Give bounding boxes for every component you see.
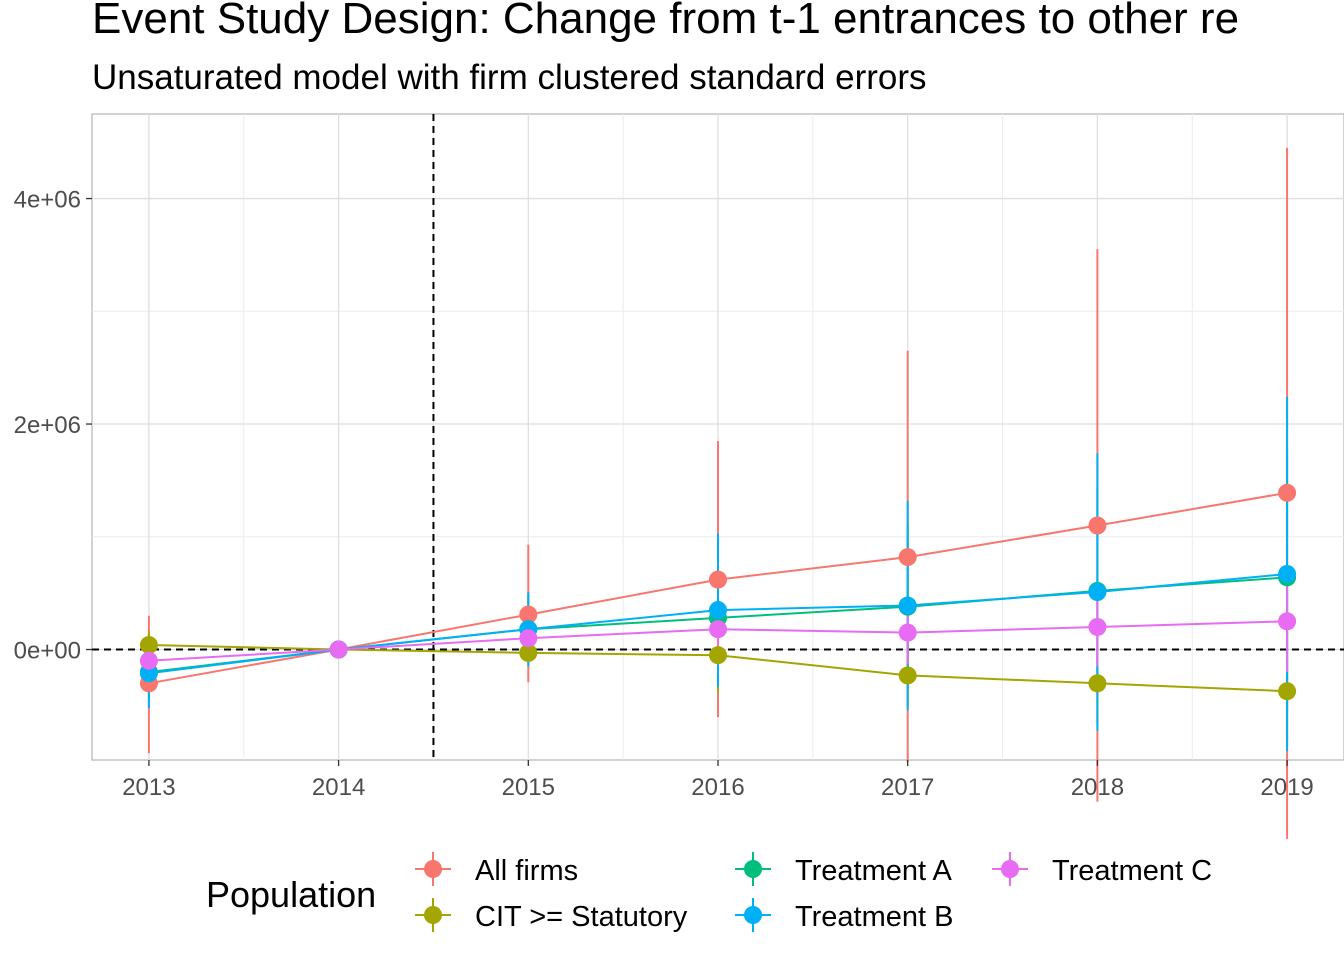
legend-item-treatment-b: Treatment B xyxy=(735,898,953,933)
legend-label: Treatment C xyxy=(1052,855,1212,887)
data-point-cit-statutory xyxy=(1278,682,1297,701)
legend-label: Treatment A xyxy=(795,855,953,887)
data-point-treatment-b xyxy=(1088,583,1107,602)
data-point-treatment-c xyxy=(519,629,538,648)
legend-key-point xyxy=(744,906,762,924)
x-tick-label: 2017 xyxy=(881,774,934,801)
x-tick-label: 2019 xyxy=(1260,774,1313,801)
y-tick-label: 4e+06 xyxy=(14,187,81,214)
y-tick-label: 0e+00 xyxy=(14,638,81,665)
data-point-cit-statutory xyxy=(1088,674,1107,693)
x-tick-label: 2016 xyxy=(691,774,744,801)
data-point-treatment-b xyxy=(898,596,917,615)
y-tick-label: 2e+06 xyxy=(14,412,81,439)
data-point-treatment-c xyxy=(1278,612,1297,631)
x-tick-label: 2018 xyxy=(1071,774,1124,801)
legend-item-treatment-a: Treatment A xyxy=(735,852,953,887)
legend-key-point xyxy=(1001,860,1019,878)
data-point-all-firms xyxy=(1088,516,1107,535)
x-tick-label: 2014 xyxy=(312,774,365,801)
data-point-cit-statutory xyxy=(898,666,917,685)
data-point-treatment-c xyxy=(139,651,158,670)
data-point-all-firms xyxy=(519,605,538,624)
data-point-all-firms xyxy=(898,548,917,567)
data-point-cit-statutory xyxy=(709,646,727,665)
data-point-all-firms xyxy=(709,570,727,589)
legend-key-point xyxy=(744,860,762,878)
data-point-treatment-c xyxy=(329,640,348,659)
chart-subtitle: Unsaturated model with firm clustered st… xyxy=(92,58,927,97)
data-point-cit-statutory xyxy=(519,643,538,662)
chart-title: Event Study Design: Change from t-1 entr… xyxy=(92,0,1240,43)
y-axis: 0e+00 2e+06 4e+06 xyxy=(14,187,92,665)
data-point-treatment-b xyxy=(1278,564,1297,583)
data-point-treatment-b xyxy=(139,664,158,683)
legend-label: All firms xyxy=(475,855,578,887)
x-tick-label: 2013 xyxy=(122,774,175,801)
legend-title: Population xyxy=(206,874,376,915)
legend-label: CIT >= Statutory xyxy=(475,901,688,933)
legend-key-point xyxy=(424,860,442,878)
data-point-treatment-b xyxy=(709,601,727,620)
x-tick-label: 2015 xyxy=(502,774,555,801)
legend-item-treatment-c: Treatment C xyxy=(992,852,1212,887)
series-points xyxy=(139,483,1297,701)
x-axis: 2013 2014 2015 2016 2017 2018 2019 xyxy=(122,760,1314,801)
data-point-treatment-c xyxy=(1088,617,1107,636)
legend: Population All firms CIT >= Statutory Treat… xyxy=(206,852,1212,933)
legend-item-all-firms: All firms xyxy=(415,852,578,887)
data-point-treatment-c xyxy=(709,620,727,639)
data-point-treatment-c xyxy=(898,623,917,642)
legend-item-cit-statutory: CIT >= Statutory xyxy=(415,898,688,933)
legend-key-point xyxy=(424,906,442,924)
data-point-all-firms xyxy=(1278,483,1297,502)
legend-label: Treatment B xyxy=(795,901,953,933)
data-point-cit-statutory xyxy=(139,636,158,655)
